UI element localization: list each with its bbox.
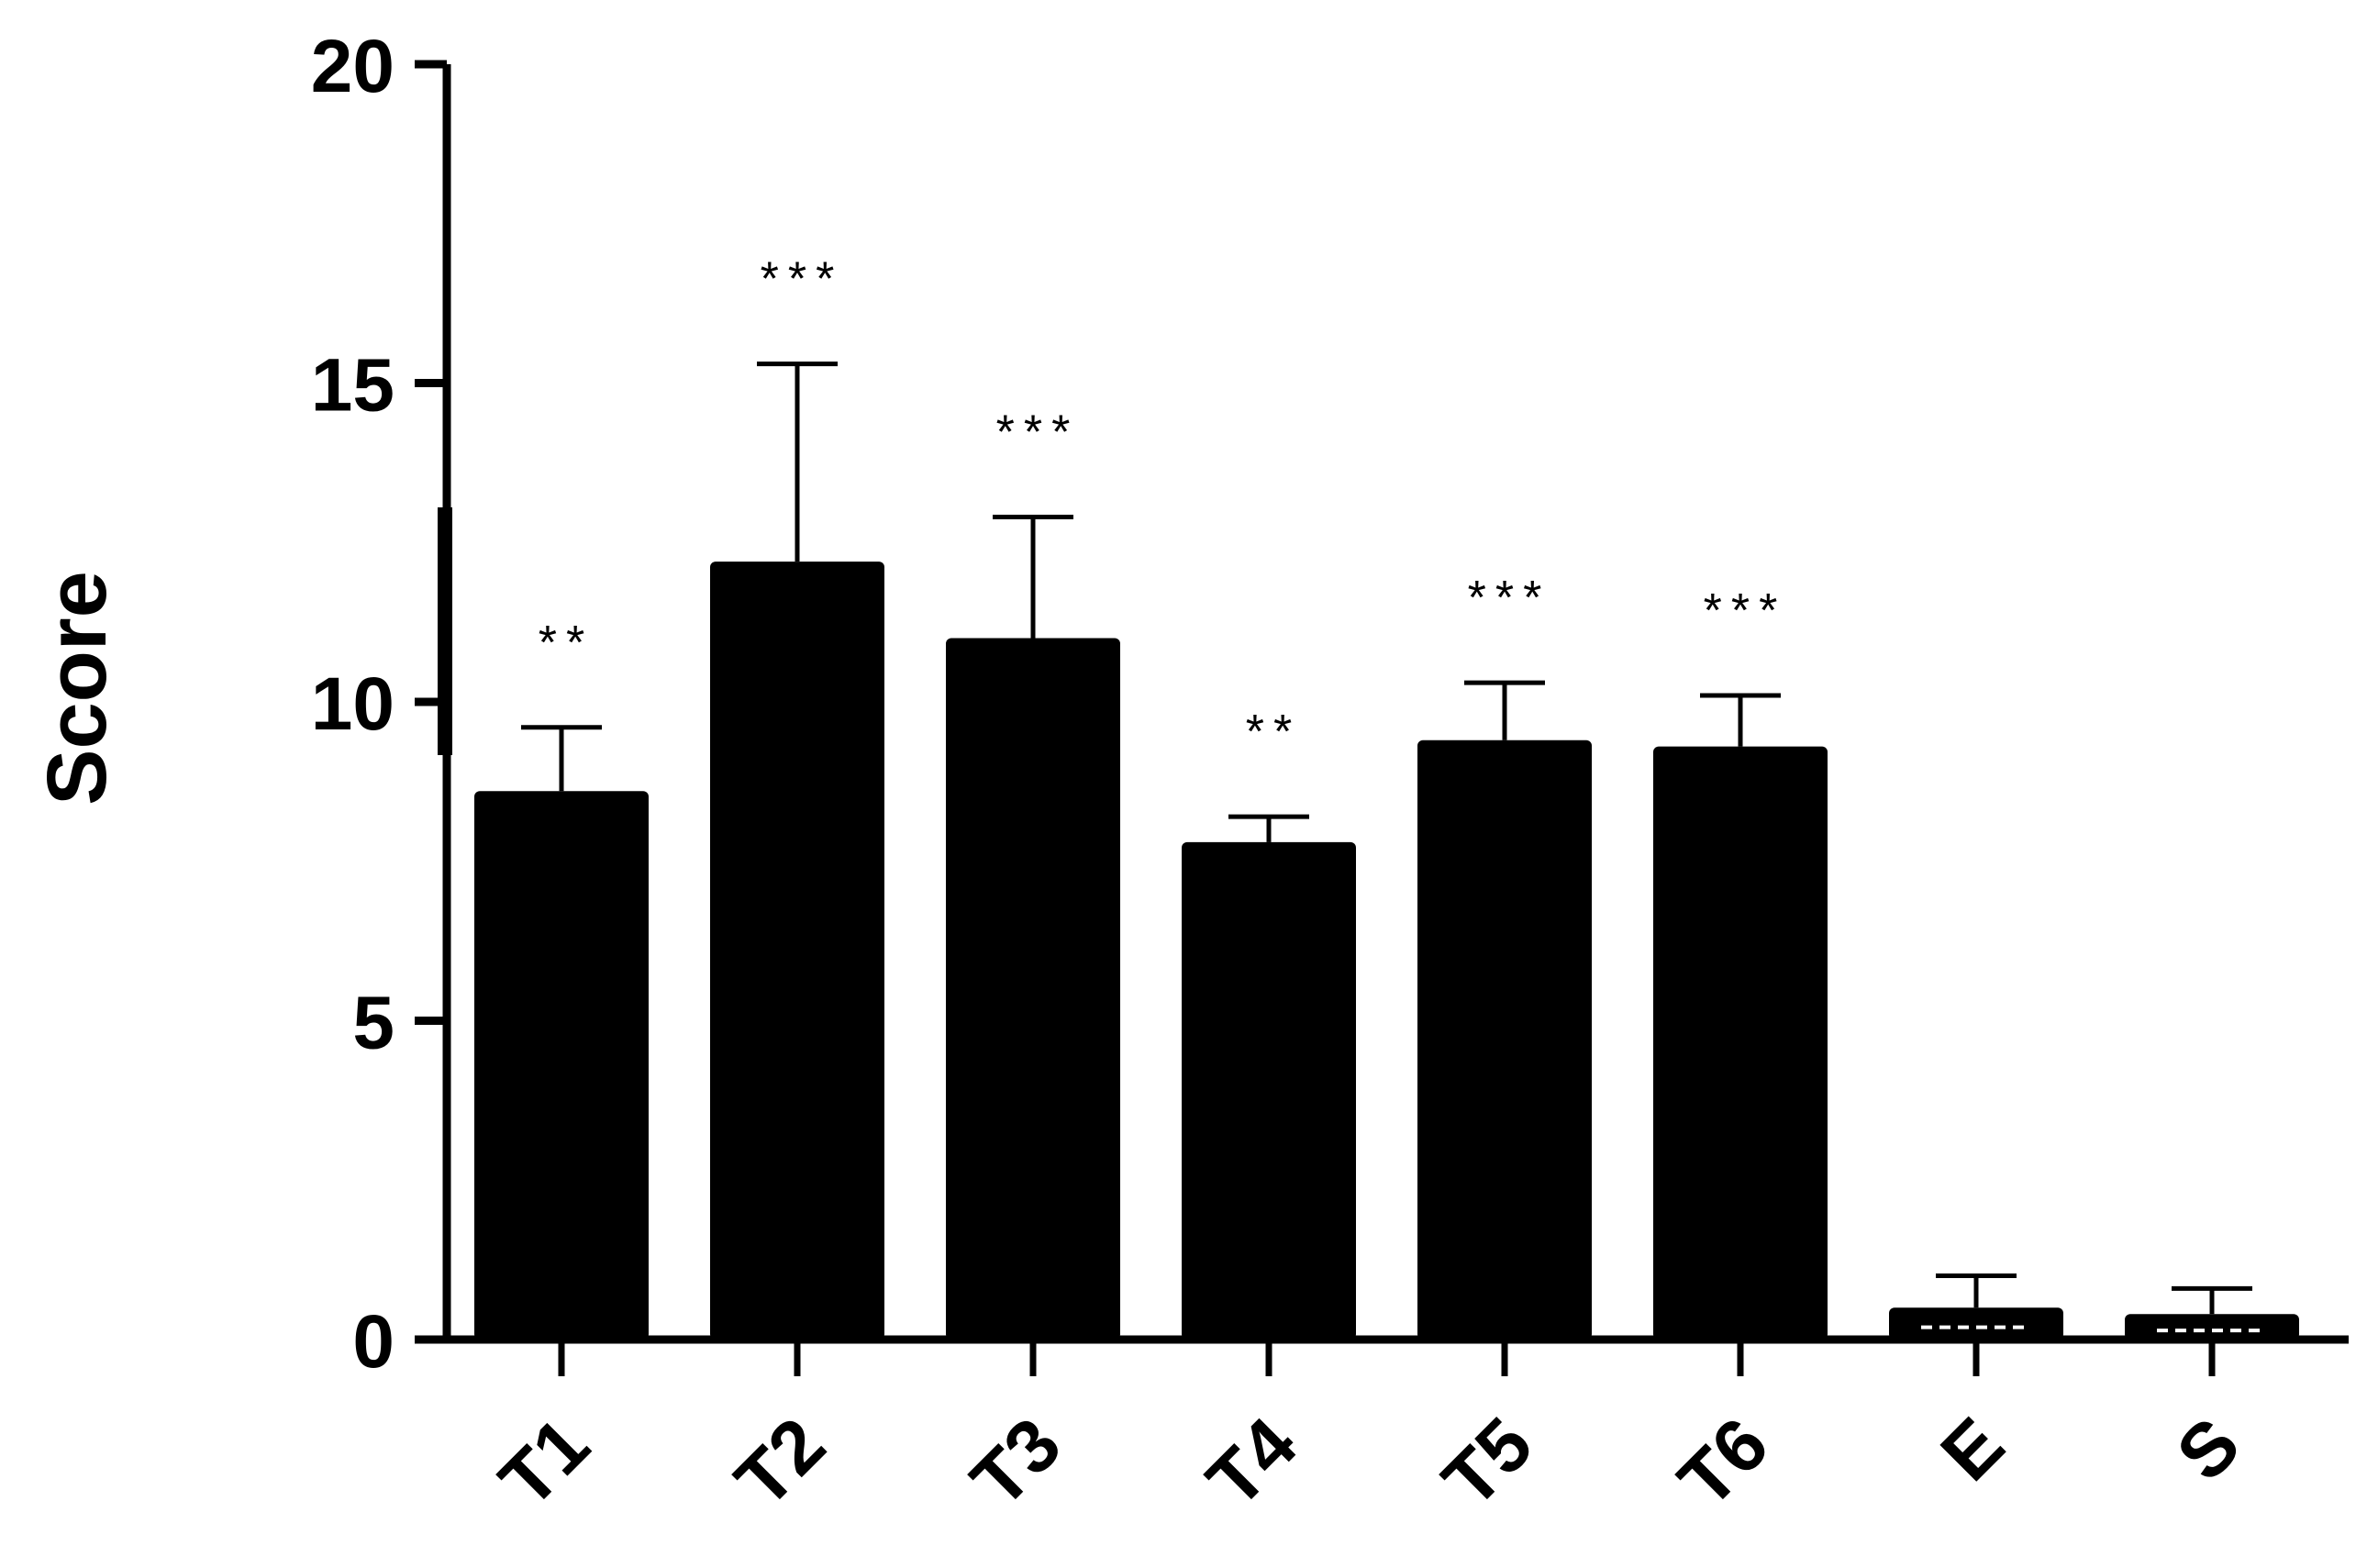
x-category-label-T2: T2 — [720, 1402, 841, 1523]
bar-T1 — [474, 791, 649, 1340]
x-category-label-E: E — [1926, 1402, 2020, 1496]
significance-label-T6: *** — [1704, 584, 1787, 638]
y-tick-label: 15 — [311, 344, 394, 428]
y-tick-label: 10 — [311, 662, 394, 746]
significance-label-T5: *** — [1468, 572, 1551, 625]
significance-label-T2: *** — [761, 253, 844, 306]
bar-T4 — [1182, 841, 1356, 1340]
x-category-label-T4: T4 — [1192, 1402, 1313, 1523]
bar-T3 — [946, 638, 1120, 1340]
y-tick-label: 20 — [311, 25, 394, 108]
bar-E — [1889, 1307, 2063, 1340]
y-axis-title: Score — [30, 571, 124, 806]
bar-T2 — [710, 562, 884, 1340]
significance-label-T1: ** — [539, 617, 594, 670]
bars: ************* *** — [474, 253, 2299, 1340]
x-category-label-T5: T5 — [1428, 1402, 1549, 1523]
x-category-label-T1: T1 — [484, 1402, 606, 1523]
significance-label-T3: *** — [996, 406, 1080, 459]
bar-T6 — [1653, 746, 1828, 1340]
y-axis-thick-segment — [438, 507, 452, 755]
bar-S — [2125, 1314, 2299, 1340]
x-category-label-S: S — [2161, 1402, 2256, 1496]
y-tick-label: 0 — [352, 1300, 394, 1384]
y-ticks: 0 5 10 15 20 — [311, 25, 447, 1384]
x-category-label-T6: T6 — [1663, 1402, 1784, 1523]
bar-T5 — [1417, 740, 1592, 1340]
x-ticks: T1 T2 T3 T4 T5 T6 E S — [484, 1340, 2256, 1523]
x-category-label-T3: T3 — [956, 1402, 1077, 1523]
significance-label-T4: ** — [1246, 706, 1301, 759]
y-tick-label: 5 — [352, 982, 394, 1065]
